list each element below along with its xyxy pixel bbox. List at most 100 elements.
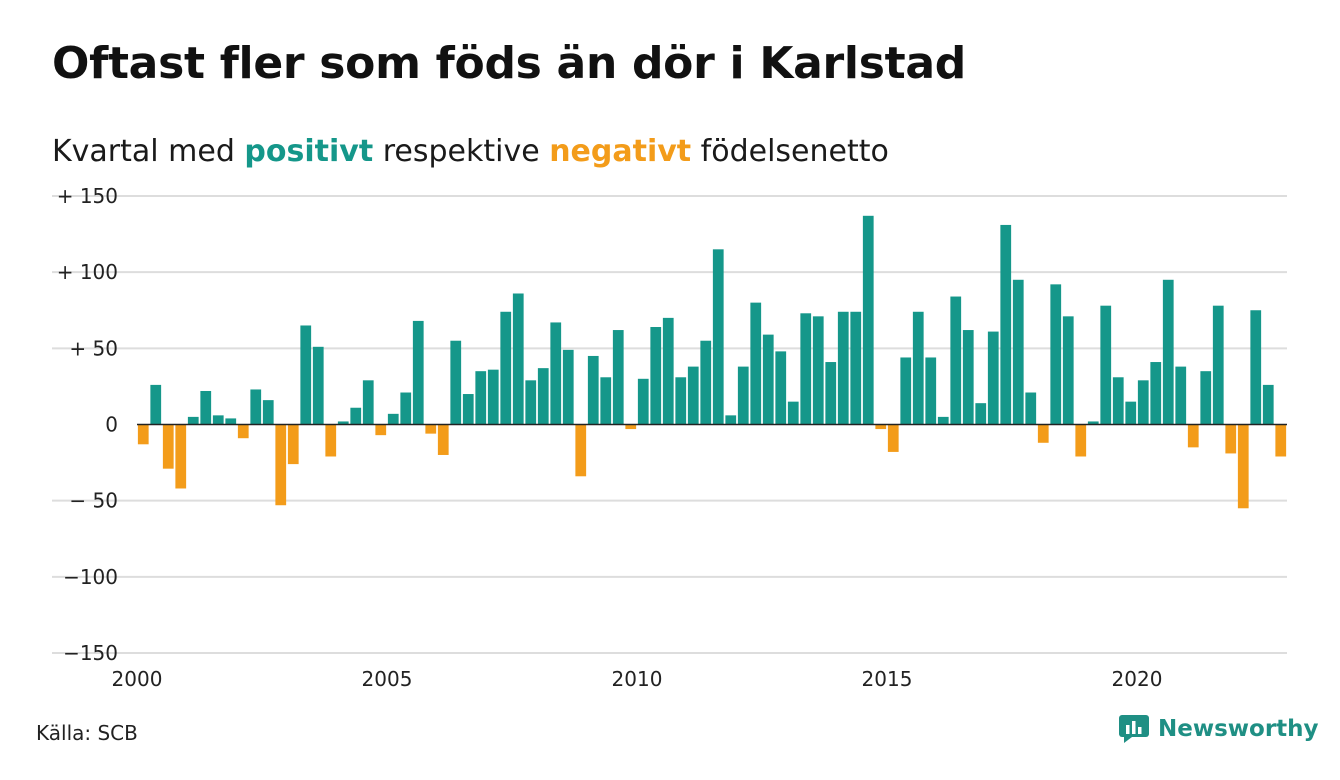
bar-positive: [1000, 224, 1012, 425]
bar-positive: [925, 357, 937, 425]
bar-positive: [687, 366, 699, 425]
bar-positive: [450, 340, 462, 425]
bar-positive: [1100, 305, 1112, 425]
x-axis-tick-labels: 2000 2005 2010 2015 2020: [112, 667, 1163, 691]
x-tick-label: 2000: [112, 667, 163, 691]
bar-positive: [812, 316, 824, 425]
bar-positive: [750, 302, 762, 425]
bar-positive: [1262, 384, 1274, 425]
bar-positive: [637, 378, 649, 425]
bar-negative: [325, 424, 337, 457]
bar-positive: [187, 416, 199, 425]
bar-positive: [525, 380, 537, 425]
bar-positive: [1150, 362, 1162, 425]
y-tick-label: 0: [105, 413, 118, 437]
bar-positive: [362, 380, 374, 425]
x-tick-label: 2015: [862, 667, 913, 691]
bar-negative: [375, 424, 387, 436]
bar-positive: [737, 366, 749, 425]
source-note: Källa: SCB: [36, 721, 138, 745]
bar-positive: [800, 313, 812, 425]
bar-negative: [1237, 424, 1249, 509]
bar-positive: [1025, 392, 1037, 425]
bar-negative: [237, 424, 249, 439]
bar-negative: [575, 424, 587, 477]
bar-positive: [662, 317, 674, 425]
bar-positive: [1012, 279, 1024, 425]
bar-positive: [612, 330, 624, 425]
bar-negative: [887, 424, 899, 452]
bar-positive: [300, 325, 312, 425]
y-tick-label: −100: [63, 565, 118, 589]
bar-negative: [137, 424, 149, 445]
bar-positive: [700, 340, 712, 425]
bar-positive: [1137, 380, 1149, 425]
bar-negative: [175, 424, 187, 489]
bar-positive: [512, 293, 524, 425]
chart-subtitle: Kvartal med positivt respektive negativt…: [52, 134, 889, 169]
bar-negative: [625, 424, 637, 430]
bar-positive: [1050, 284, 1062, 425]
bar-positive: [975, 403, 987, 425]
bar-negative: [1187, 424, 1199, 448]
bars: [137, 215, 1287, 509]
bar-positive: [212, 415, 224, 425]
bar-positive: [462, 394, 474, 425]
y-tick-label: −150: [63, 641, 118, 665]
bar-positive: [150, 384, 162, 425]
bar-positive: [775, 351, 787, 425]
bar-negative: [162, 424, 174, 469]
bar-positive: [1175, 366, 1187, 425]
bar-negative: [425, 424, 437, 434]
y-tick-label: + 50: [69, 336, 118, 360]
bar-positive: [850, 311, 862, 425]
bar-positive: [862, 215, 874, 425]
bar-positive: [262, 400, 274, 425]
bar-positive: [550, 322, 562, 425]
bar-positive: [1062, 316, 1074, 425]
bar-negative: [1075, 424, 1087, 457]
bar-positive: [475, 371, 487, 425]
bar-positive: [725, 415, 737, 425]
bar-positive: [762, 334, 774, 425]
y-tick-label: + 150: [57, 184, 118, 208]
bar-positive: [1125, 401, 1137, 425]
bar-negative: [1275, 424, 1287, 457]
y-tick-label: − 50: [69, 489, 118, 513]
bar-positive: [412, 320, 424, 425]
bar-negative: [287, 424, 299, 465]
bar-positive: [962, 330, 974, 425]
bar-positive: [675, 377, 687, 425]
subtitle-negative-keyword: negativt: [549, 134, 692, 169]
y-axis-tick-labels: + 150 + 100 + 50 0 − 50 −100 −150: [57, 184, 118, 665]
bar-positive: [650, 327, 662, 425]
bar-chart: + 150 + 100 + 50 0 − 50 −100 −150 2000 2005 2010…: [52, 184, 1287, 691]
bar-positive: [712, 249, 724, 425]
subtitle-suffix: födelsenetto: [691, 134, 889, 169]
newsworthy-logo-icon: [1119, 715, 1149, 743]
x-tick-label: 2010: [612, 667, 663, 691]
subtitle-positive-keyword: positivt: [244, 134, 374, 169]
subtitle-prefix: Kvartal med: [52, 134, 245, 169]
x-tick-label: 2005: [362, 667, 413, 691]
bar-positive: [312, 346, 324, 425]
bar-positive: [1112, 377, 1124, 425]
bar-positive: [937, 416, 949, 425]
bar-negative: [1037, 424, 1049, 443]
bar-positive: [1200, 371, 1212, 425]
bar-positive: [487, 369, 499, 425]
bar-negative: [875, 424, 887, 430]
bar-positive: [950, 296, 962, 425]
bar-positive: [787, 401, 799, 425]
bar-positive: [587, 355, 599, 425]
y-tick-label: + 100: [57, 260, 118, 284]
bar-positive: [1162, 279, 1174, 425]
bar-positive: [900, 357, 912, 425]
bar-positive: [537, 368, 549, 425]
bar-positive: [600, 377, 612, 425]
bar-positive: [912, 311, 924, 425]
x-tick-label: 2020: [1112, 667, 1163, 691]
brand-logo: Newsworthy: [1118, 714, 1319, 744]
bar-negative: [437, 424, 449, 455]
brand-name: Newsworthy: [1158, 716, 1319, 742]
